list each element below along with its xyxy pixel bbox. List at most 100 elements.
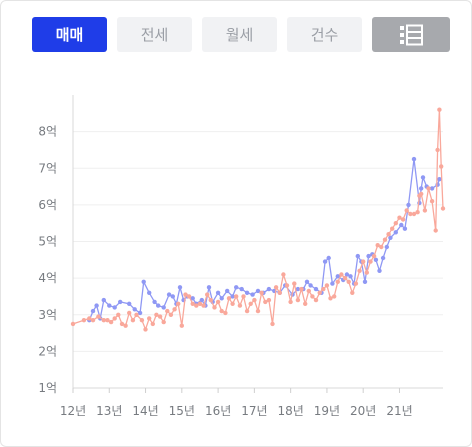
- data-point: [313, 286, 319, 292]
- data-point: [161, 305, 166, 310]
- data-point: [215, 290, 221, 295]
- data-point: [273, 285, 279, 290]
- data-point: [143, 327, 148, 332]
- data-point: [134, 312, 139, 317]
- data-point: [116, 312, 121, 317]
- data-point: [375, 243, 380, 248]
- data-point: [408, 211, 413, 217]
- series-1: [70, 107, 446, 332]
- data-point: [411, 211, 417, 217]
- data-point: [420, 175, 426, 180]
- data-point: [348, 274, 353, 279]
- x-tick-label: 13년: [96, 404, 122, 418]
- data-point: [355, 253, 360, 259]
- data-point: [137, 310, 143, 316]
- y-tick-label: 4억: [38, 271, 57, 285]
- y-tick-label: 2억: [38, 344, 57, 358]
- data-point: [90, 318, 96, 323]
- data-point: [344, 272, 350, 277]
- data-point: [101, 297, 107, 303]
- data-point: [208, 297, 213, 303]
- data-point: [292, 281, 297, 286]
- data-point: [335, 274, 340, 279]
- data-point: [390, 226, 395, 231]
- data-point: [379, 244, 384, 250]
- data-point: [255, 288, 261, 294]
- chart-axes: [72, 95, 443, 389]
- data-point: [266, 286, 272, 292]
- data-point: [112, 316, 117, 321]
- data-point: [397, 215, 402, 220]
- data-point: [415, 210, 420, 215]
- data-point: [321, 286, 326, 292]
- data-point: [230, 301, 235, 306]
- data-point: [139, 318, 145, 323]
- data-point: [170, 294, 175, 299]
- data-point: [368, 259, 373, 264]
- data-point: [248, 301, 253, 306]
- data-point: [239, 286, 244, 292]
- data-point: [433, 228, 438, 233]
- data-point: [435, 147, 440, 153]
- data-point: [147, 316, 152, 321]
- data-point: [190, 301, 195, 306]
- data-point: [263, 299, 268, 305]
- data-point: [152, 299, 157, 305]
- data-point: [166, 292, 172, 297]
- data-point: [132, 307, 137, 312]
- tab-count[interactable]: 건수: [287, 17, 362, 52]
- data-point: [176, 301, 181, 306]
- x-tick-label: 20년: [350, 404, 376, 418]
- x-tick-label: 14년: [132, 404, 158, 418]
- series-line: [72, 109, 444, 331]
- data-point: [326, 255, 331, 261]
- data-point: [399, 222, 404, 228]
- list-view-button[interactable]: [372, 17, 450, 52]
- y-tick-label: 8억: [38, 125, 57, 139]
- data-point: [304, 279, 310, 284]
- data-point: [361, 259, 366, 264]
- data-point: [130, 318, 136, 323]
- data-point: [107, 303, 112, 308]
- chart-grid: [73, 131, 443, 352]
- data-point: [281, 272, 286, 277]
- x-tick-label: 17년: [241, 404, 267, 418]
- data-point: [244, 308, 250, 314]
- tab-sale[interactable]: 매매: [32, 17, 107, 52]
- chart-series: [70, 107, 446, 332]
- data-point: [371, 253, 377, 259]
- tab-monthly-rent[interactable]: 월세: [202, 17, 277, 52]
- data-point: [284, 283, 290, 288]
- data-point: [94, 303, 99, 308]
- data-point: [259, 290, 264, 295]
- data-point: [422, 208, 428, 213]
- data-point: [303, 301, 308, 306]
- y-axis-ticks: 1억 2억 3억 4억 5억 6억 7억 8억: [38, 125, 57, 395]
- data-point: [161, 319, 166, 325]
- y-tick-label: 5억: [38, 235, 57, 249]
- data-point: [150, 321, 155, 327]
- data-point: [223, 310, 228, 316]
- data-point: [373, 257, 379, 262]
- data-point: [219, 308, 224, 314]
- data-point: [364, 270, 369, 275]
- data-point: [205, 292, 210, 297]
- tab-bar: 매매 전세 월세 건수: [32, 17, 460, 52]
- data-point: [244, 290, 250, 295]
- data-point: [346, 279, 351, 284]
- data-point: [172, 307, 177, 312]
- data-point: [118, 299, 123, 305]
- data-point: [230, 294, 235, 299]
- data-point: [199, 297, 204, 303]
- data-point: [382, 237, 388, 242]
- data-point: [353, 281, 359, 286]
- data-point: [70, 321, 76, 327]
- data-point: [225, 288, 230, 294]
- data-point: [127, 301, 132, 306]
- data-point: [141, 279, 146, 284]
- tab-jeonse[interactable]: 전세: [117, 17, 192, 52]
- data-point: [400, 217, 406, 222]
- data-point: [215, 299, 221, 305]
- data-point: [183, 292, 188, 297]
